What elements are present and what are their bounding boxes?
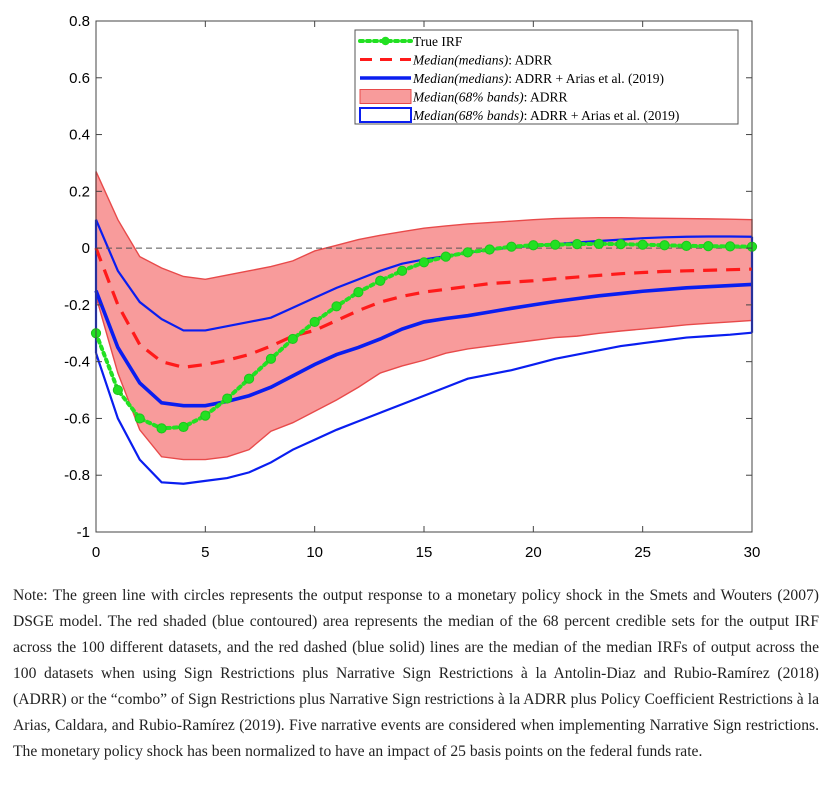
- true-irf-point: [156, 423, 167, 434]
- legend-label-italic: Median(68% bands): [412, 90, 524, 105]
- true-irf-point: [637, 239, 648, 250]
- legend-label-italic: Median(medians): [412, 53, 509, 68]
- true-irf-point: [550, 239, 561, 250]
- x-tick-label: 30: [744, 544, 761, 561]
- true-irf-point: [462, 247, 473, 258]
- true-irf-point: [331, 301, 342, 312]
- true-irf-point: [703, 241, 714, 252]
- legend-label-italic: Median(medians): [412, 71, 509, 86]
- legend-swatch-true-irf-marker: [381, 36, 390, 46]
- legend-label: True IRF: [413, 34, 463, 49]
- x-tick-label: 20: [525, 544, 542, 561]
- true-irf-point: [659, 240, 670, 251]
- true-irf-point: [484, 244, 495, 255]
- true-irf-point: [571, 239, 583, 250]
- irf-chart: 0.8 0.6 0.4 0.2 0 -0.2 -0.4 -0.6 -0.8 -1 0 5 10 15 20 2…: [64, 13, 761, 561]
- x-tick-label: 15: [416, 544, 433, 561]
- legend-label-rest: : ADRR: [524, 90, 568, 105]
- legend-label-rest: : ADRR: [508, 53, 552, 68]
- true-irf-point: [440, 251, 451, 262]
- legend-swatch-blue-band: [359, 107, 412, 123]
- blue-68-band-lower: [94, 331, 753, 485]
- red-median-line: [94, 247, 753, 369]
- true-irf-point: [397, 265, 408, 276]
- legend-label: Median(68% bands): ADRR: [412, 90, 568, 105]
- legend-label-rest: : ADRR + Arias et al. (2019): [524, 108, 680, 123]
- legend-label-italic: Median(68% bands): [412, 108, 524, 123]
- irf-chart-svg: 0.80.60.40.20-0.2-0.4-0.6-0.8-10 5 10 15 20 2…: [64, 13, 761, 561]
- true-irf-point: [681, 240, 692, 251]
- true-irf-point: [615, 239, 626, 250]
- true-irf-point: [222, 393, 233, 404]
- true-irf-point: [178, 421, 189, 433]
- true-irf-point: [243, 373, 255, 384]
- legend-label: Median(medians): ADRR: [412, 53, 552, 68]
- true-irf-point: [725, 241, 736, 252]
- y-tick-label: -0.4: [64, 354, 90, 371]
- y-tick-label: 0: [82, 240, 90, 257]
- true-irf-point: [593, 238, 605, 249]
- true-irf-point: [134, 413, 145, 424]
- x-tick-label: 0: [92, 544, 100, 561]
- true-irf-point: [287, 333, 298, 345]
- x-tick-label: 5: [201, 544, 209, 561]
- y-tick-label: -0.8: [64, 467, 90, 484]
- true-irf-point: [418, 257, 430, 268]
- y-tick-label: -1: [77, 524, 90, 541]
- legend-box: [354, 29, 739, 125]
- y-tick-label: 0.2: [69, 183, 90, 200]
- legend-label: Median(68% bands): ADRR + Arias et al. (…: [412, 108, 679, 123]
- true-irf-point: [265, 353, 277, 364]
- x-tick-label: 25: [634, 544, 651, 561]
- legend-label-rest: : ADRR + Arias et al. (2019): [508, 71, 664, 86]
- blue-median-line: [94, 282, 753, 408]
- true-irf-point: [112, 384, 123, 396]
- figure-note: Note: The green line with circles repres…: [13, 587, 819, 760]
- legend-swatch-red-band: [359, 89, 412, 104]
- y-tick-label: 0.8: [69, 13, 90, 30]
- x-tick-label: 10: [306, 544, 323, 561]
- y-tick-label: 0.4: [69, 127, 90, 144]
- true-irf-point: [353, 287, 364, 298]
- true-irf-point: [309, 316, 320, 328]
- true-irf-point: [528, 240, 539, 251]
- true-irf-point: [506, 241, 517, 252]
- y-tick-label: -0.2: [64, 297, 90, 314]
- y-tick-label: -0.6: [64, 410, 90, 427]
- legend-label: Median(medians): ADRR + Arias et al. (20…: [412, 71, 664, 86]
- true-irf-point: [375, 275, 386, 286]
- y-tick-label: 0.6: [69, 70, 90, 87]
- true-irf-point: [200, 410, 211, 421]
